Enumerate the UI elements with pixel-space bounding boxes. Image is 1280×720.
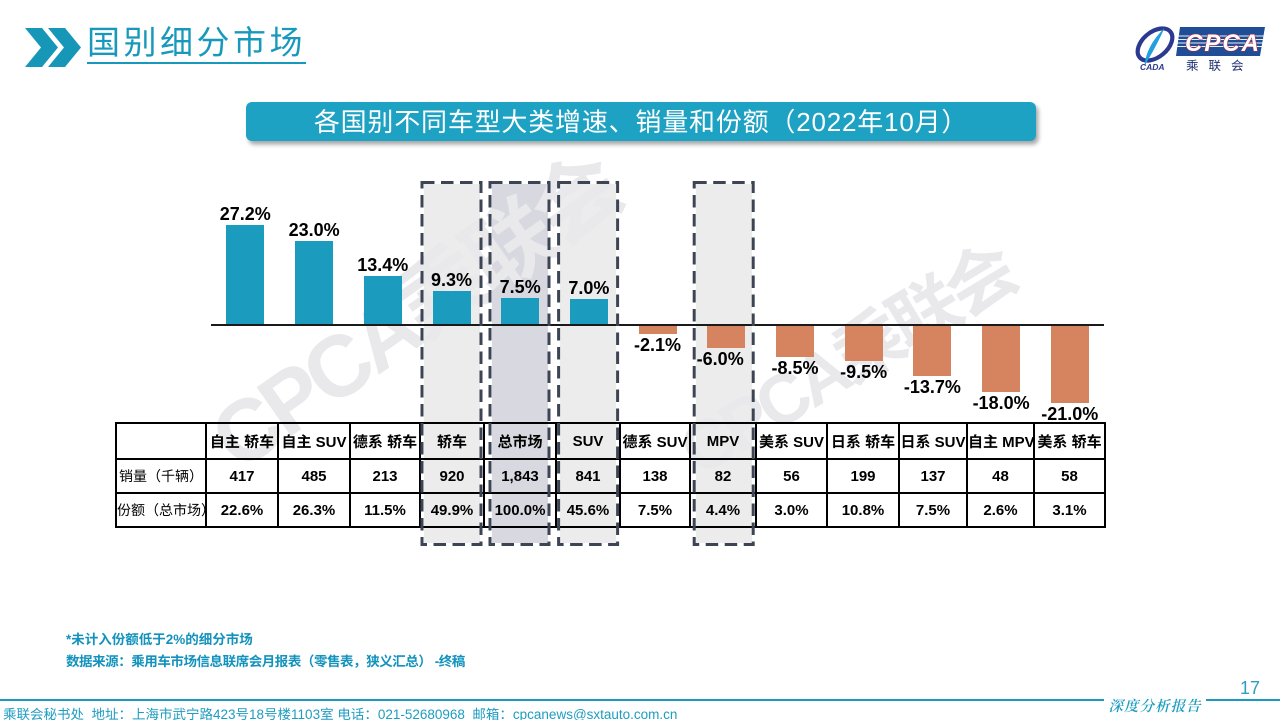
svg-text:乘联会: 乘联会 bbox=[1186, 55, 1254, 74]
svg-text:CADA: CADA bbox=[1140, 62, 1165, 72]
svg-text:CPCA: CPCA bbox=[1185, 30, 1261, 57]
